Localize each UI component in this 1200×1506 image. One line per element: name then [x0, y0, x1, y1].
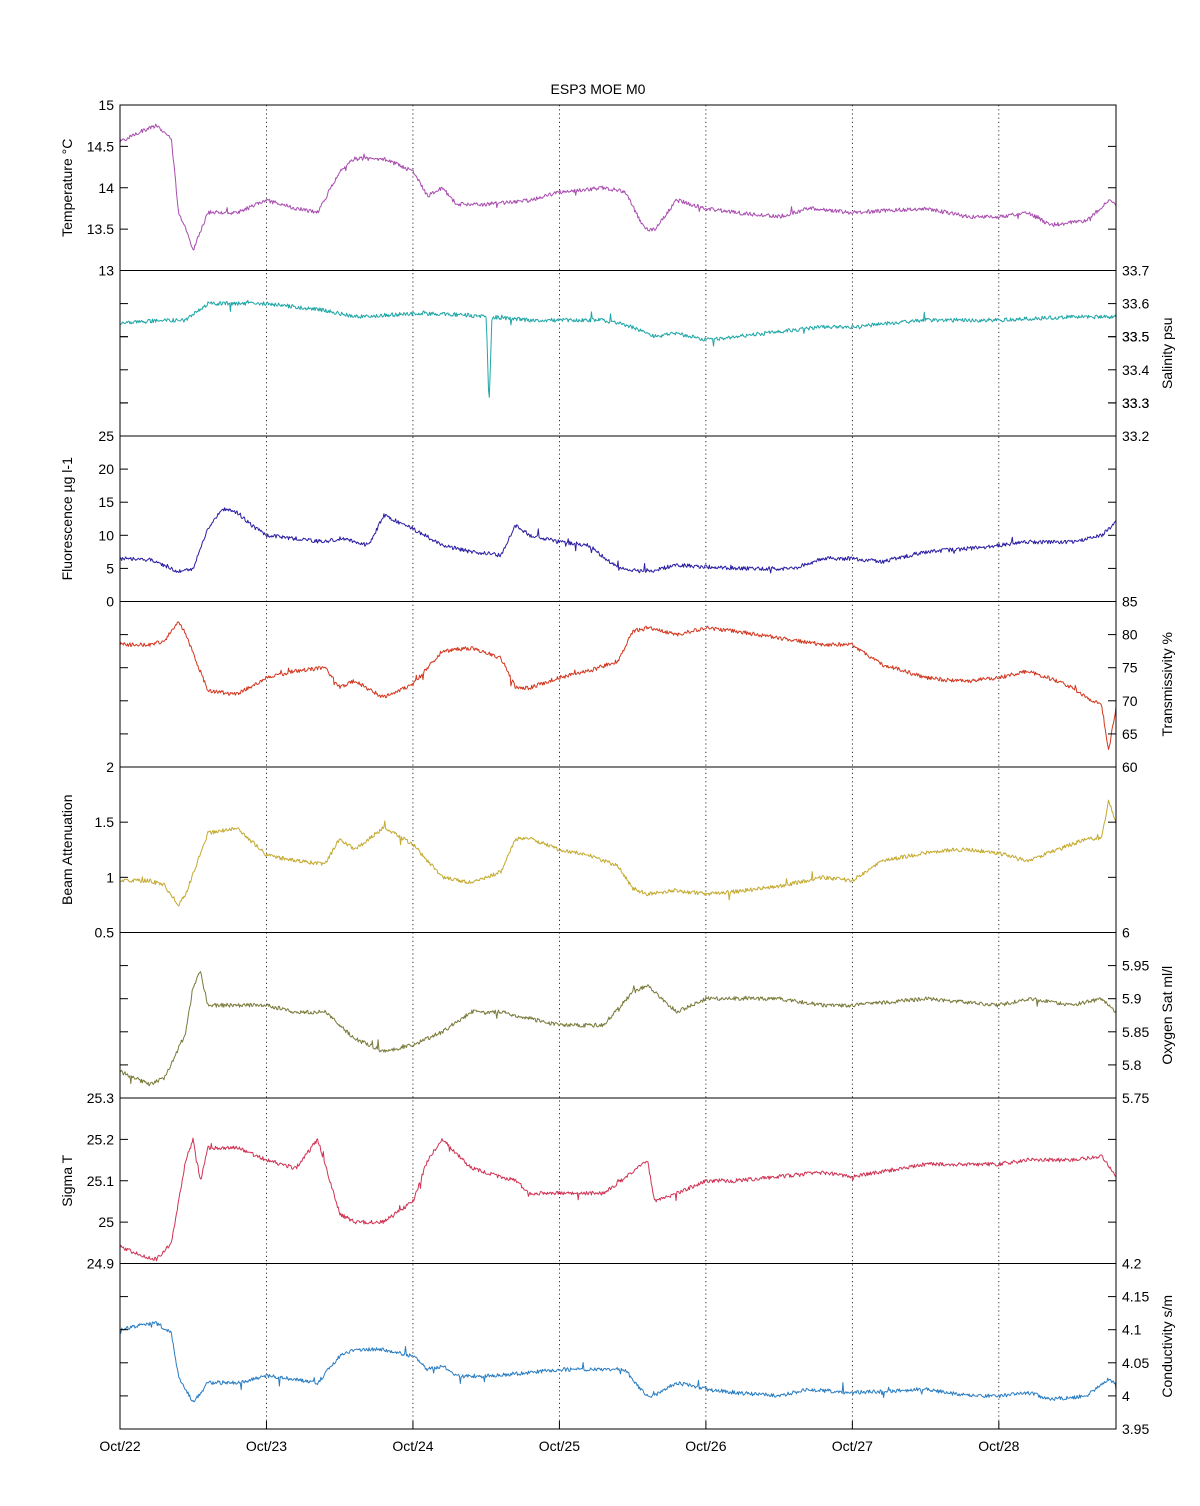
y-tick-label: 4.05	[1122, 1355, 1149, 1371]
x-tick-label: Oct/26	[685, 1438, 726, 1454]
y-tick-label: 5.85	[1122, 1024, 1149, 1040]
y-tick-label: 33.5	[1122, 329, 1149, 345]
y-tick-label: 4.2	[1122, 1256, 1142, 1272]
x-tick-label: Oct/22	[99, 1438, 140, 1454]
y-axis-label: Conductivity s/m	[1159, 1295, 1175, 1398]
series-line	[119, 971, 1117, 1087]
series-line	[119, 621, 1117, 750]
y-tick-label: 65	[1122, 726, 1138, 742]
y-tick-label: 33.7	[1122, 263, 1149, 279]
y-tick-label: 13	[98, 263, 114, 279]
y-tick-label: 60	[1122, 759, 1138, 775]
series-line	[119, 507, 1117, 574]
y-tick-label: 4.1	[1122, 1322, 1142, 1338]
panel-frame	[119, 270, 1117, 437]
y-tick-label: 5.75	[1122, 1090, 1149, 1106]
y-axis-label: Temperature °C	[59, 139, 75, 237]
y-axis-label: Transmissivity %	[1159, 632, 1175, 737]
y-tick-label: 24.9	[87, 1256, 114, 1272]
y-tick-label: 6	[1122, 925, 1130, 941]
y-tick-label: 80	[1122, 627, 1138, 643]
y-tick-label: 25	[98, 428, 114, 444]
y-axis-label: Oxygen Sat ml/l	[1159, 966, 1175, 1065]
y-tick-label: 14	[98, 180, 114, 196]
y-axis-label: Fluorescence µg l-1	[59, 457, 75, 580]
series-line	[119, 1321, 1117, 1403]
y-tick-label: 5	[106, 560, 114, 576]
x-tick-label: Oct/24	[392, 1438, 433, 1454]
y-tick-label: 2	[106, 759, 114, 775]
y-tick-label: 20	[98, 461, 114, 477]
y-axis-label: Beam Attenuation	[59, 794, 75, 905]
y-tick-label: 25.3	[87, 1090, 114, 1106]
series-line	[119, 123, 1117, 251]
y-tick-label: 25.2	[87, 1131, 114, 1147]
y-tick-label: 33.5	[1122, 329, 1149, 345]
x-tick-label: Oct/25	[539, 1438, 580, 1454]
y-tick-label: 1	[106, 869, 114, 885]
y-tick-label: 4	[1122, 1388, 1130, 1404]
y-tick-label: 14.5	[87, 138, 114, 154]
panel-frame	[119, 766, 1117, 933]
y-tick-label: 75	[1122, 660, 1138, 676]
y-tick-label: 33.3	[1122, 395, 1149, 411]
panel-frame	[119, 932, 1117, 1099]
y-tick-label: 0.5	[95, 925, 115, 941]
y-tick-label: 1.5	[95, 814, 115, 830]
panel-frame	[119, 601, 1117, 768]
y-tick-label: 3.95	[1122, 1421, 1149, 1437]
y-tick-label: 33.6	[1122, 296, 1149, 312]
panel-frame	[119, 104, 1117, 271]
x-tick-label: Oct/28	[978, 1438, 1019, 1454]
chart-title: ESP3 MOE M0	[551, 81, 646, 97]
y-tick-label: 13.5	[87, 221, 114, 237]
y-axis-label: Salinity psu	[1159, 317, 1175, 389]
panel-frame	[119, 1263, 1117, 1430]
y-tick-label: 4.15	[1122, 1289, 1149, 1305]
series-line	[119, 299, 1117, 398]
y-tick-label: 33.4	[1122, 362, 1149, 378]
x-tick-label: Oct/23	[246, 1438, 287, 1454]
y-tick-label: 15	[98, 97, 114, 113]
y-tick-label: 25.1	[87, 1173, 114, 1189]
y-tick-label: 5.8	[1122, 1057, 1142, 1073]
x-tick-label: Oct/27	[832, 1438, 873, 1454]
y-tick-label: 33.3	[1122, 395, 1149, 411]
y-tick-label: 70	[1122, 693, 1138, 709]
y-axis-label: Sigma T	[59, 1154, 75, 1206]
series-line	[119, 799, 1117, 907]
y-tick-label: 5.95	[1122, 958, 1149, 974]
y-tick-label: 5.9	[1122, 991, 1142, 1007]
y-tick-label: 85	[1122, 594, 1138, 610]
y-tick-label: 25	[98, 1214, 114, 1230]
panel-frame	[119, 435, 1117, 602]
y-tick-label: 0	[106, 594, 114, 610]
y-tick-label: 15	[98, 494, 114, 510]
series-line	[119, 1137, 1117, 1262]
y-tick-label: 33.2	[1122, 428, 1149, 444]
y-tick-label: 10	[98, 527, 114, 543]
